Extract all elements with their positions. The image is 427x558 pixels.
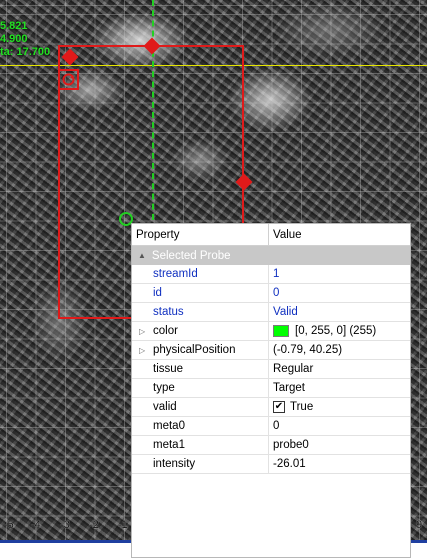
property-value[interactable]: 1	[273, 268, 280, 280]
property-row-status[interactable]: status Valid	[132, 303, 410, 322]
property-value-cell[interactable]: [0, 255, 0] (255)	[269, 322, 410, 340]
property-row-physicalposition[interactable]: ▷ physicalPosition (-0.79, 40.25)	[132, 341, 410, 360]
axis-tick: -1	[118, 519, 128, 531]
reference-line	[0, 65, 427, 66]
property-name: id	[132, 284, 269, 302]
rotate-icon	[62, 73, 75, 86]
property-row-type[interactable]: type Target	[132, 379, 410, 398]
property-row-valid[interactable]: valid ✔ True	[132, 398, 410, 417]
header-property[interactable]: Property	[132, 224, 269, 245]
property-row-streamid[interactable]: streamId 1	[132, 265, 410, 284]
property-name: streamId	[132, 265, 269, 283]
property-value: True	[290, 401, 314, 413]
check-icon: ✔	[274, 401, 284, 412]
property-row-color[interactable]: ▷ color [0, 255, 0] (255)	[132, 322, 410, 341]
readout-line-3: ta: 17.700	[0, 46, 51, 58]
axis-tick: -3	[60, 519, 70, 531]
axis-tick: -2	[89, 519, 99, 531]
rotate-handle[interactable]	[58, 69, 79, 90]
property-value-cell[interactable]: ✔ True	[269, 398, 410, 416]
property-name: type	[132, 379, 269, 397]
axis-tick: -4	[31, 519, 41, 531]
property-name: meta1	[132, 436, 269, 454]
x-axis: -5 -4 -3 -2 -1 9	[0, 513, 427, 540]
triangle-right-icon[interactable]: ▷	[139, 345, 146, 355]
property-name: status	[132, 303, 269, 321]
triangle-right-icon[interactable]: ▷	[139, 326, 146, 336]
readout-line-2: 4.900	[0, 33, 28, 45]
property-value[interactable]: Regular	[273, 363, 314, 375]
property-value[interactable]: (-0.79, 40.25)	[273, 344, 343, 356]
property-name-cell: ▷ color	[132, 322, 269, 340]
crosshair-vertical-line	[152, 0, 154, 230]
property-value[interactable]: 0	[273, 287, 280, 299]
property-name: physicalPosition	[153, 344, 236, 356]
property-name: color	[153, 325, 178, 337]
property-row-meta0[interactable]: meta0 0	[132, 417, 410, 436]
valid-checkbox[interactable]: ✔	[273, 401, 285, 413]
property-value[interactable]: probe0	[273, 439, 309, 451]
group-label: Selected Probe	[151, 249, 231, 262]
property-value[interactable]: Valid	[273, 306, 298, 318]
property-row-meta1[interactable]: meta1 probe0	[132, 436, 410, 455]
property-name: meta0	[132, 417, 269, 435]
property-row-intensity[interactable]: intensity -26.01	[132, 455, 410, 474]
property-row-tissue[interactable]: tissue Regular	[132, 360, 410, 379]
property-grid[interactable]: Property Value ▲ Selected Probe streamId…	[131, 223, 411, 558]
property-value: [0, 255, 0] (255)	[295, 325, 377, 337]
axis-tick: 9	[416, 519, 423, 531]
group-selected-probe[interactable]: ▲ Selected Probe	[132, 246, 410, 265]
readout-line-1: 5.821	[0, 20, 28, 32]
color-swatch[interactable]	[273, 325, 289, 337]
property-row-id[interactable]: id 0	[132, 284, 410, 303]
property-value[interactable]: -26.01	[273, 458, 306, 470]
property-name: valid	[132, 398, 269, 416]
axis-tick: -5	[4, 519, 14, 531]
property-name-cell: ▷ physicalPosition	[132, 341, 269, 359]
property-grid-header: Property Value	[132, 224, 410, 246]
property-name: tissue	[132, 360, 269, 378]
property-value[interactable]: Target	[273, 382, 305, 394]
property-name: intensity	[132, 455, 269, 473]
probe-handle[interactable]	[119, 212, 133, 226]
triangle-down-icon[interactable]: ▲	[138, 251, 146, 260]
property-value[interactable]: 0	[273, 420, 280, 432]
header-value[interactable]: Value	[273, 228, 302, 241]
